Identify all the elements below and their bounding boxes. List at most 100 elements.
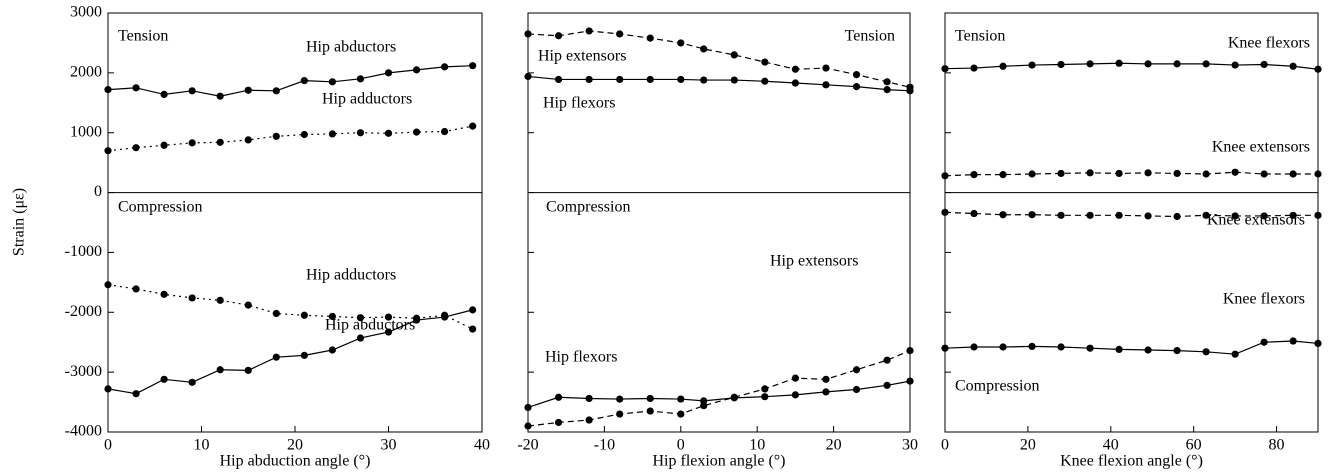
- data-point: [469, 62, 477, 70]
- data-point: [646, 34, 654, 42]
- data-point: [412, 66, 421, 74]
- data-point: [188, 378, 196, 386]
- data-point: [328, 78, 336, 86]
- data-point: [554, 393, 563, 401]
- data-point: [469, 306, 477, 314]
- data-point: [1289, 170, 1297, 178]
- x-tick-label: 20: [826, 437, 842, 454]
- series-line: [944, 62, 1319, 70]
- data-point: [999, 211, 1007, 219]
- y-tick-label: 1000: [70, 123, 102, 140]
- series-line: [107, 65, 473, 97]
- data-point: [1314, 65, 1322, 73]
- data-point: [999, 171, 1007, 179]
- data-point: [244, 86, 252, 94]
- data-point: [132, 84, 140, 92]
- series-line: [527, 75, 911, 92]
- data-point: [1231, 61, 1239, 69]
- data-point: [585, 416, 593, 424]
- data-point: [469, 122, 477, 130]
- data-point: [1115, 169, 1123, 178]
- data-point: [1260, 212, 1268, 220]
- data-point: [1202, 348, 1210, 356]
- data-point: [1057, 169, 1065, 178]
- data-point: [160, 141, 168, 149]
- y-tick-label: 2000: [70, 64, 102, 81]
- series-label: Hip extensors: [770, 253, 858, 270]
- series-label: Hip abductors: [325, 317, 415, 334]
- x-tick-label: 40: [474, 437, 490, 454]
- series-label: Knee flexors: [1228, 35, 1310, 52]
- data-point: [1231, 350, 1239, 358]
- data-point: [1057, 211, 1065, 219]
- data-point: [761, 385, 769, 393]
- data-point: [700, 397, 708, 405]
- data-point: [384, 129, 393, 137]
- data-point: [585, 394, 593, 403]
- data-point: [970, 343, 978, 351]
- y-tick-label: -4000: [65, 423, 102, 440]
- data-point: [761, 58, 769, 66]
- data-point: [646, 75, 654, 84]
- data-point: [244, 301, 252, 309]
- data-point: [412, 128, 421, 136]
- data-point: [883, 86, 891, 94]
- annotation: Compression: [546, 199, 630, 216]
- data-point: [1173, 346, 1181, 355]
- data-point: [469, 325, 477, 333]
- data-point: [328, 346, 336, 354]
- series-label: Hip abductors: [306, 39, 396, 56]
- data-point: [999, 343, 1007, 351]
- data-point: [585, 27, 593, 35]
- data-point: [132, 390, 140, 398]
- series-label: Knee extensors: [1212, 139, 1310, 156]
- data-point: [1086, 169, 1094, 177]
- data-point: [384, 69, 393, 77]
- data-point: [1231, 212, 1239, 220]
- data-point: [941, 344, 949, 352]
- series-label: Knee extensors: [1207, 212, 1305, 229]
- series-label: Hip flexors: [543, 95, 615, 112]
- data-point: [1057, 343, 1065, 351]
- y-tick-label: -3000: [65, 363, 102, 380]
- data-point: [524, 30, 532, 38]
- data-point: [1115, 211, 1123, 219]
- data-point: [822, 375, 830, 383]
- y-tick-label: -2000: [65, 303, 102, 320]
- data-point: [730, 51, 738, 59]
- x-tick-label: 30: [381, 437, 397, 454]
- data-point: [524, 72, 532, 81]
- x-tick-label: 10: [194, 437, 210, 454]
- data-point: [1202, 60, 1210, 68]
- data-point: [244, 136, 252, 144]
- data-point: [441, 63, 449, 71]
- data-point: [160, 375, 168, 383]
- x-tick-label: 0: [677, 437, 685, 454]
- data-point: [1086, 344, 1094, 352]
- data-point: [384, 313, 393, 321]
- data-point: [941, 65, 949, 73]
- data-point: [441, 313, 449, 321]
- x-tick-label: -10: [594, 437, 615, 454]
- data-point: [1314, 211, 1322, 219]
- data-point: [1173, 169, 1181, 178]
- data-point: [677, 75, 685, 84]
- data-point: [356, 75, 365, 83]
- x-tick-label: 0: [941, 437, 949, 454]
- data-point: [616, 410, 624, 418]
- data-point: [188, 139, 196, 147]
- data-point: [761, 393, 769, 401]
- data-point: [272, 132, 280, 140]
- data-point: [524, 403, 532, 412]
- x-axis-label: Hip abduction angle (°): [220, 453, 371, 470]
- data-point: [941, 172, 949, 180]
- data-point: [441, 127, 449, 136]
- series-label: Hip adductors: [306, 267, 396, 284]
- data-point: [1260, 338, 1268, 346]
- data-point: [104, 147, 112, 155]
- x-tick-label: 30: [902, 437, 918, 454]
- x-axis-label: Knee flexion angle (°): [1060, 453, 1203, 470]
- data-point: [356, 129, 365, 137]
- data-point: [272, 87, 280, 95]
- data-point: [1231, 168, 1239, 176]
